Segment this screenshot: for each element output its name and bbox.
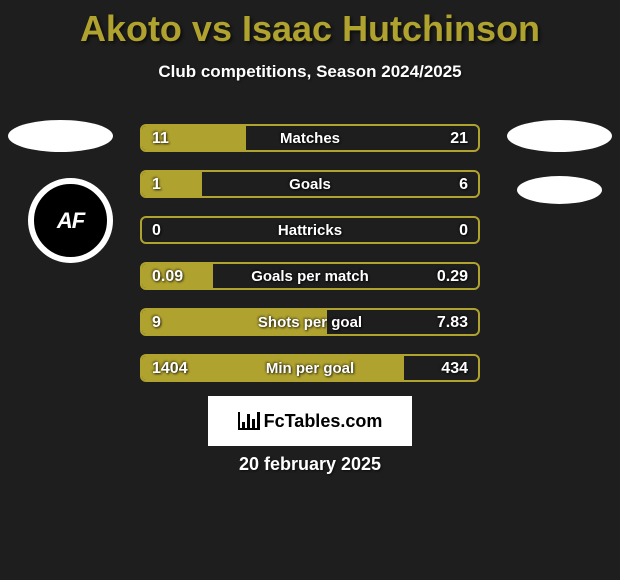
stat-label: Matches: [142, 126, 478, 152]
stat-bar: 00Hattricks: [140, 216, 480, 244]
club-left-badge: AF: [28, 178, 113, 263]
footer-brand-text: FcTables.com: [264, 411, 383, 432]
stat-bar: 97.83Shots per goal: [140, 308, 480, 336]
stat-label: Goals per match: [142, 264, 478, 290]
player-right-avatar: [507, 120, 612, 152]
page-subtitle: Club competitions, Season 2024/2025: [0, 62, 620, 82]
stat-bar: 16Goals: [140, 170, 480, 198]
stat-label: Shots per goal: [142, 310, 478, 336]
club-right-badge: [517, 176, 602, 204]
stat-bar: 1404434Min per goal: [140, 354, 480, 382]
stat-bar: 0.090.29Goals per match: [140, 262, 480, 290]
bar-chart-icon: [238, 412, 260, 430]
stat-bar: 1121Matches: [140, 124, 480, 152]
player-left-avatar: [8, 120, 113, 152]
stat-label: Hattricks: [142, 218, 478, 244]
footer-date: 20 february 2025: [0, 454, 620, 475]
stats-bars: 1121Matches 16Goals 00Hattricks 0.090.29Goa…: [140, 124, 480, 400]
club-badge-text: AF: [57, 208, 84, 234]
stat-label: Min per goal: [142, 356, 478, 382]
footer-brand-logo[interactable]: FcTables.com: [208, 396, 412, 446]
stat-label: Goals: [142, 172, 478, 198]
page-title: Akoto vs Isaac Hutchinson: [0, 0, 620, 50]
